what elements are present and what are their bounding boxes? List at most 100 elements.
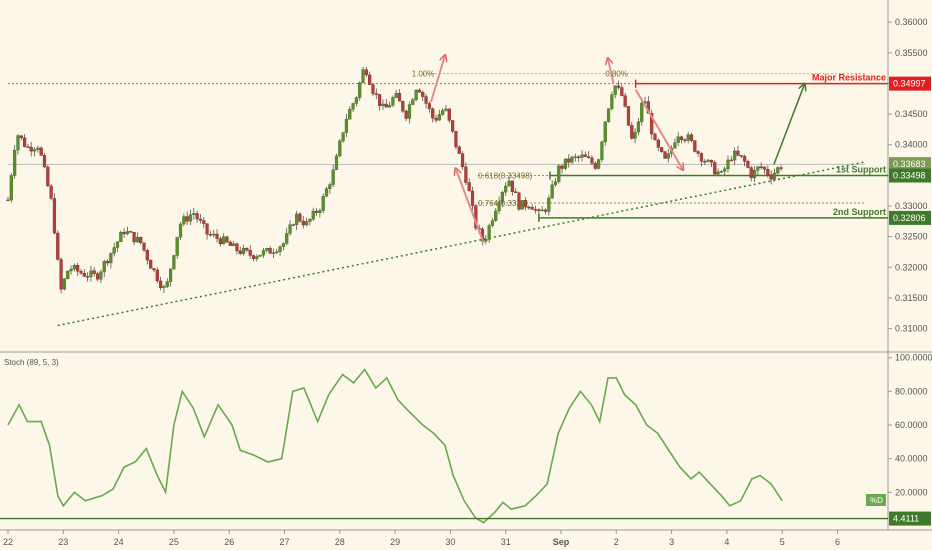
candle-body	[709, 159, 714, 163]
candle-body	[341, 132, 345, 142]
candle-body	[314, 210, 319, 213]
candle-body	[72, 265, 76, 270]
price-tick-label: 0.35500	[895, 48, 928, 58]
price-tick-label: 0.31500	[895, 293, 928, 303]
candle-body	[328, 184, 332, 189]
candle-body	[69, 268, 73, 272]
candle-body	[305, 221, 309, 226]
candle-body	[726, 159, 730, 170]
candle-body	[663, 151, 667, 159]
stoch-d-line	[7, 368, 783, 524]
candle-body	[235, 243, 239, 252]
candle-body	[165, 281, 169, 287]
candle-body	[268, 248, 272, 254]
price-tick-label: 0.36000	[895, 17, 928, 27]
candle-body	[510, 180, 514, 192]
candle-body	[540, 209, 544, 212]
candle-body	[650, 113, 654, 135]
candle-body	[606, 108, 611, 123]
candle-body	[776, 167, 780, 174]
candle-body	[16, 135, 20, 151]
candle-body	[215, 233, 219, 239]
candle-body	[590, 157, 594, 164]
candle-body	[6, 199, 10, 202]
candle-body	[56, 232, 60, 260]
candle-body	[494, 210, 498, 221]
candle-body	[451, 120, 455, 132]
candle-body	[162, 286, 166, 289]
candle-body	[500, 191, 504, 203]
candle-body	[13, 149, 17, 176]
candle-body	[105, 261, 110, 264]
candle-body	[520, 200, 524, 210]
candle-body	[696, 151, 700, 154]
candle-body	[52, 198, 57, 234]
candle-body	[460, 153, 465, 168]
candle-body	[723, 168, 727, 172]
candle-body	[198, 218, 203, 221]
candle-body	[391, 97, 395, 106]
candle-body	[275, 251, 279, 253]
candle-body	[623, 95, 627, 107]
candle-body	[95, 273, 100, 280]
candle-body	[318, 210, 322, 213]
time-tick-label: 4	[724, 537, 729, 547]
candle-body	[739, 155, 743, 157]
candle-body	[653, 133, 657, 141]
time-tick-label: 24	[114, 537, 124, 547]
time-tick-label: 29	[390, 537, 400, 547]
candle-body	[497, 201, 501, 212]
price-tick-label: 0.31000	[895, 324, 928, 334]
candle-body	[152, 268, 156, 271]
candle-body	[278, 246, 282, 252]
candle-body	[182, 216, 186, 225]
stoch-tick-label: 80.0000	[895, 386, 928, 396]
candle-body	[762, 166, 767, 170]
candle-body	[530, 206, 534, 210]
candle-body	[656, 139, 660, 148]
fib-label: 0.80%	[605, 70, 628, 79]
candle-body	[59, 259, 63, 290]
candle-body	[620, 87, 624, 96]
candle-body	[719, 171, 723, 173]
candle-body	[699, 153, 704, 162]
candle-body	[610, 94, 614, 109]
candle-body	[437, 114, 441, 121]
annotations-layer: 0.618(0.33498) 0.764(0.33...) 1.00% 0.80%	[412, 56, 805, 244]
candle-body	[261, 250, 266, 256]
candle-body	[29, 146, 33, 152]
candle-body	[255, 256, 259, 259]
candle-body	[321, 196, 325, 211]
time-tick-label: 23	[58, 537, 68, 547]
candle-body	[149, 259, 153, 269]
candle-body	[22, 137, 27, 147]
candle-body	[354, 97, 358, 104]
candle-body	[109, 252, 113, 264]
candle-body	[756, 166, 760, 171]
candle-body	[218, 238, 222, 245]
candle-body	[145, 250, 149, 261]
candle-body	[414, 89, 418, 100]
candle-body	[603, 121, 607, 143]
candle-body	[640, 102, 644, 122]
candle-body	[351, 103, 355, 110]
candle-body	[397, 92, 402, 102]
candle-body	[344, 119, 349, 133]
candle-body	[99, 271, 103, 280]
level-label: Major Resistance	[812, 73, 886, 83]
candle-body	[752, 170, 757, 179]
candle-body	[427, 103, 431, 109]
candle-body	[517, 192, 521, 210]
level-label: 1st Support	[836, 165, 886, 175]
candle-body	[42, 155, 47, 168]
candle-body	[464, 166, 468, 183]
price-tag-label: 0.34997	[893, 79, 926, 89]
price-tag-label: 0.33683	[893, 159, 926, 169]
price-tick-label: 0.34000	[895, 140, 928, 150]
stoch-legend-label: %D	[870, 496, 883, 505]
candle-body	[82, 272, 86, 277]
candle-body	[484, 239, 488, 242]
candle-body	[404, 110, 408, 119]
price-tag-label: 0.33498	[893, 171, 926, 181]
candle-body	[308, 218, 312, 222]
